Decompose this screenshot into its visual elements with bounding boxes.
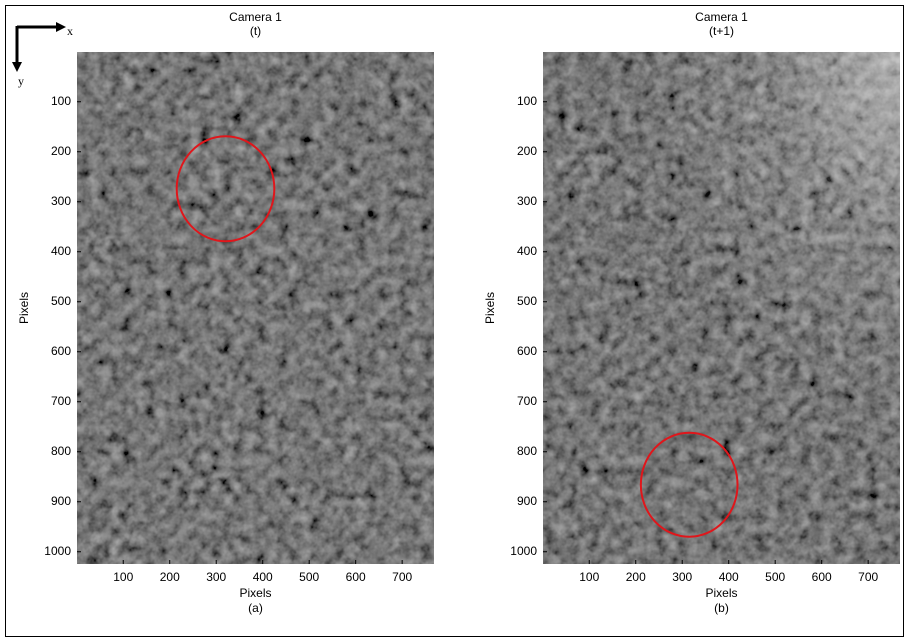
y-tick-label: 700	[517, 394, 537, 408]
y-tick-label: 300	[517, 194, 537, 208]
y-tick-label: 900	[517, 494, 537, 508]
y-tick-label: 1000	[510, 544, 537, 558]
y-tick-label: 200	[517, 144, 537, 158]
image-highlight	[543, 52, 900, 564]
chart-subtitle: (t)	[250, 24, 261, 38]
y-tick-label: 200	[51, 144, 71, 158]
x-tick-label: 700	[858, 570, 878, 584]
x-tick-label: 200	[626, 570, 646, 584]
y-tick-label: 400	[517, 244, 537, 258]
y-tick-label: 400	[51, 244, 71, 258]
annotation-circle	[639, 431, 739, 538]
y-tick-label: 500	[51, 294, 71, 308]
caption: (b)	[714, 601, 729, 615]
x-tick-label: 100	[113, 570, 133, 584]
y-tick-label: 600	[51, 344, 71, 358]
caption: (a)	[248, 601, 263, 615]
annotation-circle	[175, 135, 276, 243]
x-tick-label: 100	[579, 570, 599, 584]
y-orientation-label: y	[18, 74, 24, 88]
chart-subtitle: (t+1)	[709, 24, 734, 38]
y-tick-label: 900	[51, 494, 71, 508]
y-axis-label: Pixels	[483, 292, 497, 324]
y-tick-label: 300	[51, 194, 71, 208]
y-tick-label: 100	[517, 94, 537, 108]
x-orientation-label: x	[67, 24, 73, 38]
y-axis-label: Pixels	[17, 292, 31, 324]
x-tick-label: 500	[299, 570, 319, 584]
x-tick-label: 500	[765, 570, 785, 584]
y-tick-label: 700	[51, 394, 71, 408]
y-tick-label: 500	[517, 294, 537, 308]
x-tick-label: 600	[346, 570, 366, 584]
x-axis-label: Pixels	[239, 586, 271, 600]
y-tick-label: 1000	[44, 544, 71, 558]
x-tick-label: 200	[160, 570, 180, 584]
y-tick-label: 600	[517, 344, 537, 358]
orientation-glyph	[12, 22, 66, 72]
x-tick-label: 600	[812, 570, 832, 584]
y-tick-label: 800	[517, 444, 537, 458]
x-tick-label: 400	[253, 570, 273, 584]
panel: Camera 1(t) 100 200 300 400 500 600 700 100 200 30…	[17, 10, 434, 615]
x-axis-label: Pixels	[705, 586, 737, 600]
x-tick-label: 300	[206, 570, 226, 584]
chart-title: Camera 1	[695, 10, 748, 24]
image-texture	[77, 52, 434, 564]
y-tick-label: 100	[51, 94, 71, 108]
panel: Camera 1(t+1) 100 200 300 400 500 600 700 100 200…	[483, 10, 900, 615]
x-tick-label: 300	[672, 570, 692, 584]
y-tick-label: 800	[51, 444, 71, 458]
x-tick-label: 700	[392, 570, 412, 584]
chart-title: Camera 1	[229, 10, 282, 24]
x-tick-label: 400	[719, 570, 739, 584]
